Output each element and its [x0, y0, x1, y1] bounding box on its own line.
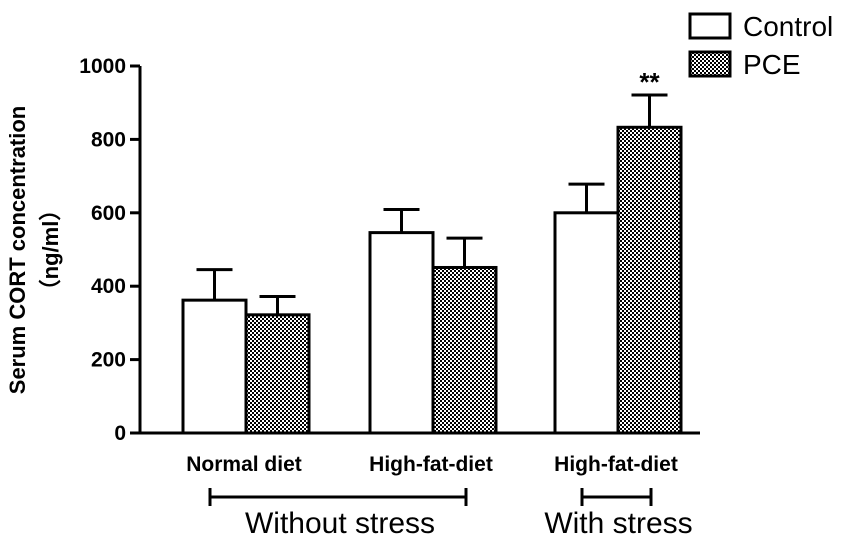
legend-swatch-control: [688, 12, 732, 40]
y-axis-unit: （ng/ml）: [38, 199, 63, 302]
bar-pce-1: [431, 265, 498, 435]
labels-layer: ** Normal diet High-fat-diet High-fat-diet W…: [186, 67, 692, 538]
y-tick-label: 0: [114, 422, 126, 445]
legend-label-control: Control: [743, 11, 833, 42]
bar-control-1: [368, 231, 435, 435]
y-tick-label: 1000: [79, 55, 126, 78]
y-tick-label: 800: [91, 128, 126, 151]
legend: Control PCE: [688, 11, 833, 80]
y-tick-label: 200: [91, 349, 126, 372]
category-label: High-fat-diet: [554, 453, 678, 476]
legend-swatch-pce: [688, 50, 732, 78]
bar-pce-0: [244, 313, 311, 435]
bar-pce-2: [616, 125, 683, 435]
legend-label-pce: PCE: [743, 49, 801, 80]
y-axis-title: Serum CORT concentration: [5, 106, 30, 394]
category-label: Normal diet: [186, 453, 302, 476]
significance-marker: **: [639, 67, 660, 97]
group-label: With stress: [544, 507, 692, 538]
bars-layer: [181, 93, 683, 435]
y-tick-label: 600: [91, 202, 126, 225]
group-label: Without stress: [245, 507, 435, 538]
y-tick-label: 400: [91, 275, 126, 298]
bar-control-2: [553, 211, 620, 435]
bar-control-0: [181, 298, 248, 435]
category-label: High-fat-diet: [369, 453, 493, 476]
